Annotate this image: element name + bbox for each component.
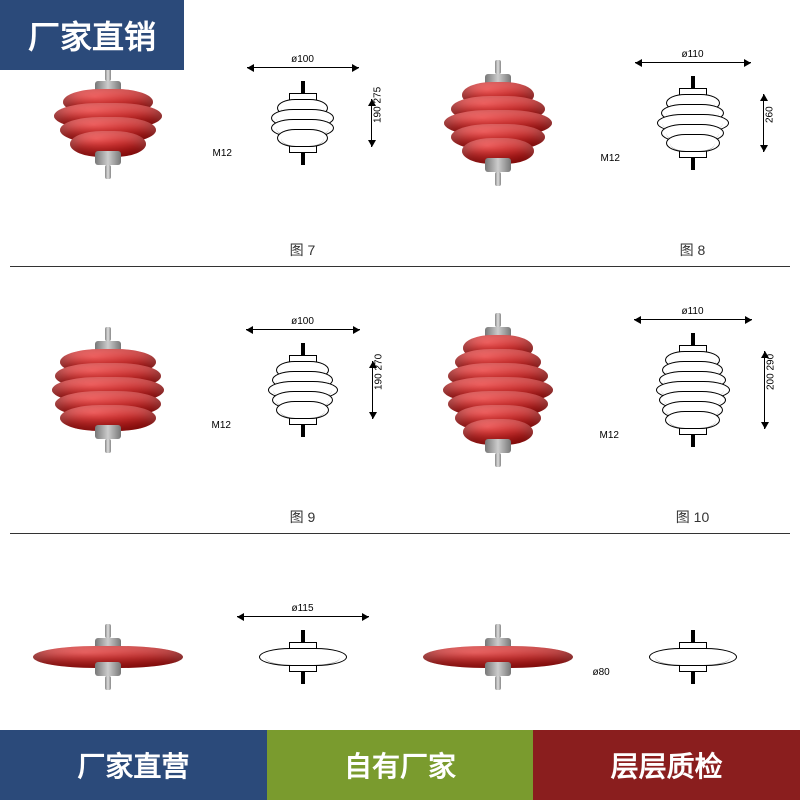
arrester-photo <box>443 313 553 467</box>
arrester-photo <box>423 624 573 690</box>
arrester-diagram: ø80 <box>619 630 767 684</box>
figure-caption: 图 8 <box>595 240 790 260</box>
arrester-photo <box>52 327 164 453</box>
arrester-photo <box>33 624 183 690</box>
arrester-diagram: ø100190 270M12 <box>238 343 368 437</box>
cell-diagram: ø100190 270M12 图 9 <box>205 267 400 533</box>
product-grid: ø100190 275M12 图 7 ø110260M12 图 8 ø100190 27… <box>0 0 800 800</box>
figure-caption: 图 7 <box>205 240 400 260</box>
bottom-bar: 厂家直营自有厂家层层质检 <box>0 730 800 800</box>
arrester-photo <box>54 67 162 179</box>
arrester-diagram: ø100190 275M12 <box>239 81 367 165</box>
figure-caption: 图 10 <box>595 507 790 527</box>
cell-photo <box>400 267 595 533</box>
cell-diagram: ø100190 275M12 图 7 <box>205 0 400 266</box>
cell-photo <box>400 0 595 266</box>
bottom-cell: 层层质检 <box>533 730 800 800</box>
cell-diagram: ø110260M12 图 8 <box>595 0 790 266</box>
cell-photo <box>10 267 205 533</box>
bottom-cell: 自有厂家 <box>267 730 534 800</box>
cell-diagram: ø110200 290M12 图 10 <box>595 267 790 533</box>
arrester-photo <box>444 60 552 186</box>
grid-row: ø100190 270M12 图 9 ø110200 290M12 图 10 <box>10 267 790 534</box>
figure-caption: 图 9 <box>205 507 400 527</box>
top-badge: 厂家直销 <box>0 0 184 70</box>
arrester-diagram: ø110200 290M12 <box>626 333 760 447</box>
arrester-diagram: ø115 <box>229 630 377 684</box>
bottom-cell: 厂家直营 <box>0 730 267 800</box>
arrester-diagram: ø110260M12 <box>627 76 759 170</box>
